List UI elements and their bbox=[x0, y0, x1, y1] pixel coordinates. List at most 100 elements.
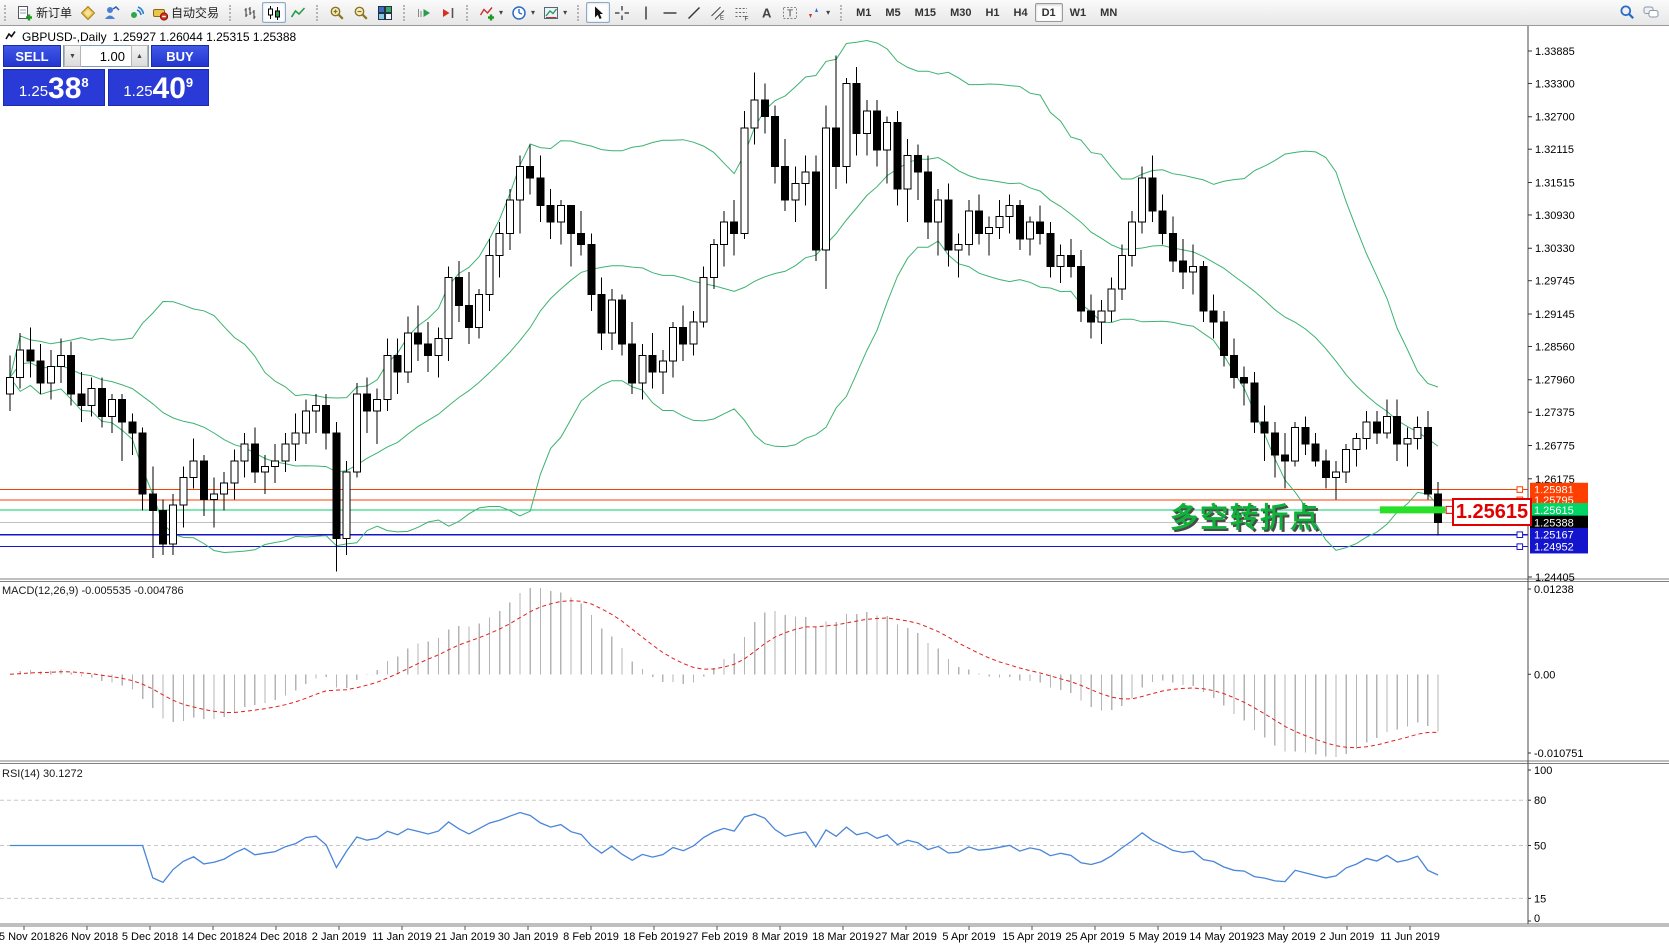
timeframe-m15[interactable]: M15 bbox=[908, 3, 943, 22]
vertical-line-button[interactable] bbox=[634, 2, 658, 23]
sell-price-big: 38 bbox=[48, 72, 82, 105]
svg-text:1.30330: 1.30330 bbox=[1535, 243, 1575, 255]
buy-price-button[interactable]: 1.25 40 9 bbox=[107, 69, 209, 106]
toolbar-group-handle[interactable] bbox=[403, 4, 409, 21]
timeframe-m5[interactable]: M5 bbox=[878, 3, 907, 22]
zoom-out-button[interactable] bbox=[349, 2, 373, 23]
arrows-button[interactable]: ▾ bbox=[802, 2, 834, 23]
crosshair-button[interactable] bbox=[610, 2, 634, 23]
svg-text:15 Apr 2019: 15 Apr 2019 bbox=[1002, 931, 1061, 943]
volume-increase-button[interactable]: ▲ bbox=[131, 45, 148, 67]
svg-text:18 Mar 2019: 18 Mar 2019 bbox=[812, 931, 874, 943]
templates-button[interactable]: ▾ bbox=[539, 2, 571, 23]
tile-windows-button[interactable] bbox=[373, 2, 397, 23]
text-button[interactable]: A bbox=[754, 2, 778, 23]
svg-text:1.25167: 1.25167 bbox=[1534, 530, 1574, 542]
chart-annotation-text: 多空转折点 bbox=[1170, 502, 1321, 533]
autotrading-button[interactable]: 自动交易 bbox=[148, 2, 223, 23]
toolbar-group-handle[interactable] bbox=[229, 4, 235, 21]
sell-price-sup: 8 bbox=[81, 75, 89, 90]
volume-decrease-button[interactable]: ▼ bbox=[64, 45, 81, 67]
timeframe-h4[interactable]: H4 bbox=[1007, 3, 1035, 22]
periods-button[interactable]: ▾ bbox=[507, 2, 539, 23]
toolbar-group-handle[interactable] bbox=[466, 4, 472, 21]
svg-text:30 Jan 2019: 30 Jan 2019 bbox=[498, 931, 559, 943]
toolbar-group-handle[interactable] bbox=[4, 4, 10, 21]
svg-text:11 Jun 2019: 11 Jun 2019 bbox=[1380, 931, 1440, 943]
timeframe-group: M1 M5 M15 M30 H1 H4 D1 W1 MN bbox=[836, 0, 1126, 25]
sell-price-button[interactable]: 1.25 38 8 bbox=[3, 69, 105, 106]
buy-button[interactable]: BUY bbox=[151, 45, 209, 67]
svg-text:26 Nov 2018: 26 Nov 2018 bbox=[56, 931, 118, 943]
label-button[interactable]: T bbox=[778, 2, 802, 23]
toolbar-group-handle[interactable] bbox=[316, 4, 322, 21]
caret-down-icon: ▾ bbox=[499, 8, 504, 17]
line-chart-button[interactable] bbox=[286, 2, 310, 23]
svg-text:E: E bbox=[720, 15, 724, 21]
buy-price-base: 1.25 bbox=[123, 83, 153, 100]
volume-stepper[interactable]: ▼ ▲ bbox=[63, 45, 149, 67]
svg-text:8 Mar 2019: 8 Mar 2019 bbox=[752, 931, 808, 943]
svg-text:A: A bbox=[762, 5, 772, 20]
signals-button[interactable] bbox=[124, 2, 148, 23]
community-button[interactable] bbox=[100, 2, 124, 23]
timeframe-h1[interactable]: H1 bbox=[978, 3, 1006, 22]
buy-price-big: 40 bbox=[152, 72, 186, 105]
new-order-icon bbox=[17, 5, 33, 21]
sell-button[interactable]: SELL bbox=[3, 45, 61, 67]
chart-shift-button[interactable] bbox=[436, 2, 460, 23]
zoom-in-button[interactable] bbox=[325, 2, 349, 23]
channel-button[interactable]: E bbox=[706, 2, 730, 23]
svg-text:1.29145: 1.29145 bbox=[1535, 309, 1575, 321]
toolbar-group-handle[interactable] bbox=[840, 4, 846, 21]
signals-icon bbox=[128, 5, 145, 21]
tile-windows-icon bbox=[377, 5, 393, 21]
toolbar: 新订单 自动交易 ▾ ▾ ▾ E F A T ▾ M1 M5 M15 M30 H1 H4 D1 W1 MN bbox=[0, 0, 1669, 26]
timeframe-w1[interactable]: W1 bbox=[1063, 3, 1094, 22]
timeframe-mn[interactable]: MN bbox=[1093, 3, 1124, 22]
candlestick-chart-button[interactable] bbox=[262, 2, 287, 23]
timeframe-m1[interactable]: M1 bbox=[849, 3, 878, 22]
support-segment bbox=[1379, 505, 1454, 514]
market-button[interactable] bbox=[76, 2, 100, 23]
horizontal-line-button[interactable] bbox=[658, 2, 682, 23]
periods-icon bbox=[511, 5, 527, 21]
svg-text:14 Dec 2018: 14 Dec 2018 bbox=[182, 931, 244, 943]
rsi-value: 30.1272 bbox=[42, 768, 83, 780]
svg-text:1.25615: 1.25615 bbox=[1534, 505, 1574, 517]
svg-text:24 Dec 2018: 24 Dec 2018 bbox=[245, 931, 307, 943]
trendline-button[interactable] bbox=[682, 2, 706, 23]
volume-input[interactable] bbox=[81, 47, 131, 65]
chat-button[interactable] bbox=[1639, 1, 1663, 22]
price-tags: 1.259811.257951.256151.253881.251671.249… bbox=[1516, 482, 1588, 554]
svg-text:50: 50 bbox=[1534, 841, 1546, 853]
auto-scroll-icon bbox=[416, 5, 432, 21]
auto-scroll-button[interactable] bbox=[412, 2, 436, 23]
chat-icon bbox=[1643, 4, 1659, 20]
bar-chart-button[interactable] bbox=[238, 2, 262, 23]
search-button[interactable] bbox=[1615, 1, 1639, 22]
svg-text:5 May 2019: 5 May 2019 bbox=[1129, 931, 1186, 943]
svg-text:1.26775: 1.26775 bbox=[1535, 440, 1575, 452]
svg-text:5 Dec 2018: 5 Dec 2018 bbox=[122, 931, 178, 943]
cursor-button[interactable] bbox=[586, 2, 611, 23]
toolbar-group bbox=[312, 0, 399, 25]
candlestick-chart-icon bbox=[266, 5, 282, 21]
fibonacci-button[interactable]: F bbox=[730, 2, 754, 23]
label-icon: T bbox=[782, 5, 798, 21]
svg-text:0.00: 0.00 bbox=[1534, 669, 1555, 681]
svg-text:2 Jan 2019: 2 Jan 2019 bbox=[312, 931, 366, 943]
toolbar-group-handle[interactable] bbox=[577, 4, 583, 21]
macd-pane bbox=[9, 588, 1439, 757]
indicators-button[interactable]: ▾ bbox=[475, 2, 507, 23]
timeframe-d1[interactable]: D1 bbox=[1034, 3, 1063, 22]
timeframe-m30[interactable]: M30 bbox=[943, 3, 978, 22]
line-chart-icon bbox=[290, 5, 306, 21]
new-order-button[interactable]: 新订单 bbox=[13, 2, 76, 23]
chart-ohlc-values: 1.25927 1.26044 1.25315 1.25388 bbox=[112, 30, 297, 44]
price-callout-label[interactable]: 1.25615 bbox=[1452, 498, 1532, 526]
svg-text:21 Jan 2019: 21 Jan 2019 bbox=[435, 931, 496, 943]
